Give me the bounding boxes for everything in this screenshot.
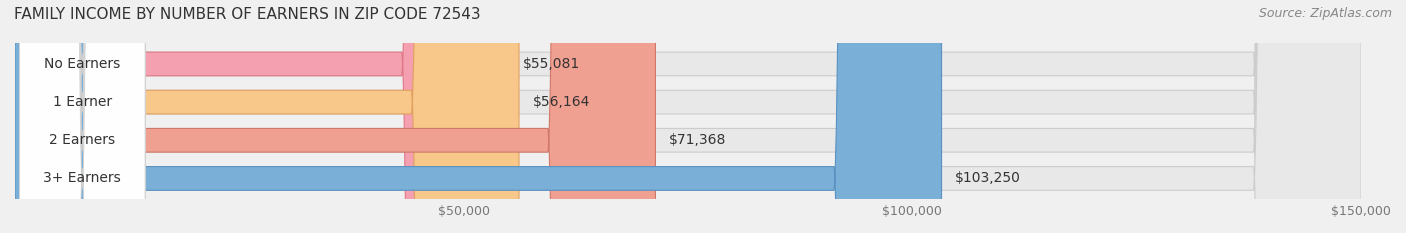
FancyBboxPatch shape: [15, 0, 1361, 233]
Text: Source: ZipAtlas.com: Source: ZipAtlas.com: [1258, 7, 1392, 20]
Text: 2 Earners: 2 Earners: [49, 133, 115, 147]
FancyBboxPatch shape: [15, 0, 519, 233]
Text: $71,368: $71,368: [669, 133, 727, 147]
Text: 1 Earner: 1 Earner: [53, 95, 112, 109]
FancyBboxPatch shape: [15, 0, 655, 233]
FancyBboxPatch shape: [20, 0, 145, 233]
Text: 3+ Earners: 3+ Earners: [44, 171, 121, 185]
FancyBboxPatch shape: [15, 0, 1361, 233]
Text: $55,081: $55,081: [523, 57, 581, 71]
Text: No Earners: No Earners: [44, 57, 121, 71]
FancyBboxPatch shape: [15, 0, 1361, 233]
Text: $56,164: $56,164: [533, 95, 591, 109]
FancyBboxPatch shape: [20, 0, 145, 233]
Text: $103,250: $103,250: [955, 171, 1021, 185]
FancyBboxPatch shape: [15, 0, 942, 233]
FancyBboxPatch shape: [20, 0, 145, 233]
FancyBboxPatch shape: [15, 0, 509, 233]
Text: FAMILY INCOME BY NUMBER OF EARNERS IN ZIP CODE 72543: FAMILY INCOME BY NUMBER OF EARNERS IN ZI…: [14, 7, 481, 22]
FancyBboxPatch shape: [15, 0, 1361, 233]
FancyBboxPatch shape: [20, 0, 145, 233]
